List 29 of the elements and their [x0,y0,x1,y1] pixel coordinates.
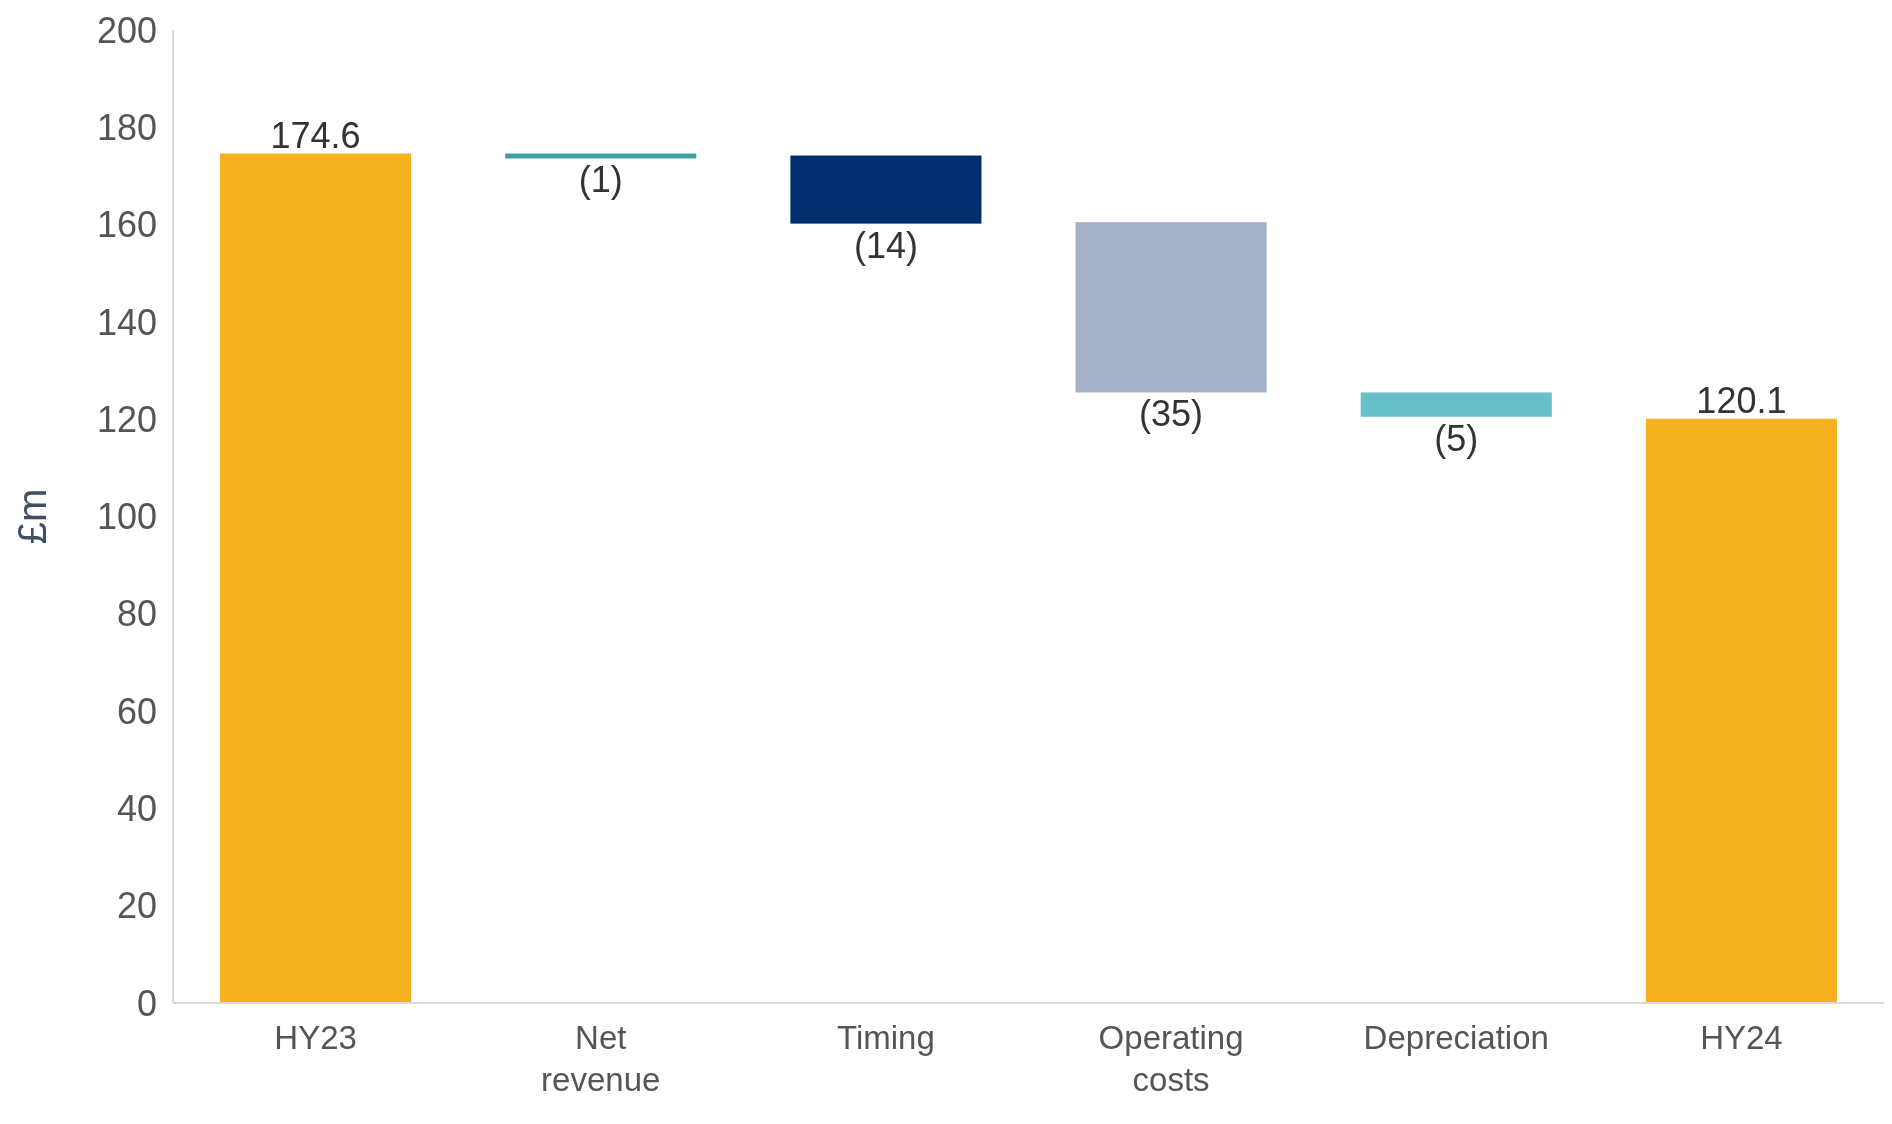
y-tick-label: 180 [96,106,157,148]
data-label: 120.1 [1696,379,1787,421]
x-tick-label: HY23 [274,1019,357,1056]
y-tick-label: 60 [116,690,157,732]
data-label: (1) [578,159,623,201]
y-tick-label: 200 [96,9,157,51]
y-tick-label: 140 [96,301,157,343]
y-tick-label: 160 [96,204,157,246]
x-tick-label: Operating costs [1098,1019,1244,1098]
bar [790,155,982,224]
data-label: 174.6 [270,114,361,156]
bar [220,153,412,1003]
bar [1645,418,1837,1003]
x-tick-label: HY24 [1700,1019,1783,1056]
data-label: (35) [1139,393,1204,435]
x-tick-label: Depreciation [1363,1019,1549,1056]
data-label: (14) [853,224,918,266]
bar [1075,222,1267,393]
x-tick-label: Timing [837,1019,935,1056]
x-tick-label: Net revenue [541,1019,661,1098]
y-axis-title: £m [10,488,54,545]
y-tick-label: 100 [96,496,157,538]
data-label: (5) [1434,417,1479,459]
y-tick-label: 120 [96,398,157,440]
y-tick-label: 40 [116,788,157,829]
y-tick-label: 20 [116,885,157,927]
y-tick-label: 0 [136,982,157,1024]
bar [1360,392,1552,417]
y-tick-label: 80 [116,593,157,635]
